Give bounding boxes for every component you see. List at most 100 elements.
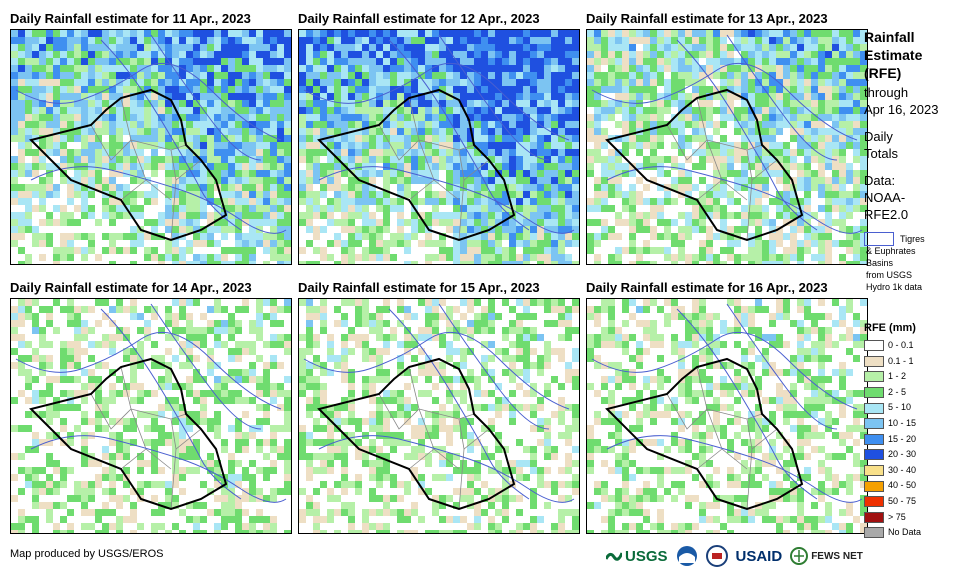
rainfall-cell bbox=[320, 205, 327, 212]
rainfall-cell bbox=[123, 481, 130, 488]
rainfall-cell bbox=[46, 362, 53, 369]
rainfall-cell bbox=[418, 439, 425, 446]
rainfall-cell bbox=[369, 467, 376, 474]
rainfall-cell bbox=[193, 233, 200, 240]
rainfall-cell bbox=[18, 51, 25, 58]
rainfall-cell bbox=[130, 247, 137, 254]
rainfall-cell bbox=[720, 177, 727, 184]
rainfall-cell bbox=[369, 460, 376, 467]
rainfall-cell bbox=[530, 163, 537, 170]
rainfall-cell bbox=[179, 156, 186, 163]
rainfall-cell bbox=[362, 205, 369, 212]
rainfall-cell bbox=[299, 177, 306, 184]
rainfall-cell bbox=[207, 72, 214, 79]
rainfall-cell bbox=[46, 121, 53, 128]
rainfall-cell bbox=[130, 205, 137, 212]
rainfall-cell bbox=[228, 488, 235, 495]
rainfall-cell bbox=[523, 306, 530, 313]
rainfall-cell bbox=[530, 233, 537, 240]
rainfall-cell bbox=[601, 30, 608, 37]
rainfall-cell bbox=[432, 142, 439, 149]
rainfall-cell bbox=[474, 142, 481, 149]
rainfall-cell bbox=[179, 198, 186, 205]
rainfall-cell bbox=[418, 44, 425, 51]
rainfall-cell bbox=[453, 163, 460, 170]
rainfall-cell bbox=[249, 51, 256, 58]
rainfall-cell bbox=[544, 320, 551, 327]
rainfall-cell bbox=[530, 86, 537, 93]
rainfall-cell bbox=[235, 247, 242, 254]
rainfall-cell bbox=[102, 37, 109, 44]
rainfall-cell bbox=[467, 261, 474, 264]
rainfall-cell bbox=[277, 93, 284, 100]
rainfall-cell bbox=[130, 418, 137, 425]
rainfall-cell bbox=[355, 100, 362, 107]
rainfall-cell bbox=[46, 163, 53, 170]
rainfall-cell bbox=[67, 495, 74, 502]
rainfall-cell bbox=[551, 93, 558, 100]
rainfall-cell bbox=[284, 51, 291, 58]
rainfall-cell bbox=[734, 37, 741, 44]
rainfall-cell bbox=[790, 121, 797, 128]
rainfall-cell bbox=[664, 65, 671, 72]
rainfall-cell bbox=[313, 142, 320, 149]
rainfall-cell bbox=[32, 100, 39, 107]
rainfall-cell bbox=[439, 425, 446, 432]
rainfall-cell bbox=[235, 79, 242, 86]
rainfall-cell bbox=[425, 240, 432, 247]
rainfall-cell bbox=[221, 114, 228, 121]
rainfall-cell bbox=[804, 72, 811, 79]
rainfall-cell bbox=[699, 163, 706, 170]
rainfall-cell bbox=[383, 149, 390, 156]
rainfall-cell bbox=[88, 72, 95, 79]
rainfall-cell bbox=[530, 135, 537, 142]
rainfall-cell bbox=[460, 58, 467, 65]
rainfall-cell bbox=[186, 362, 193, 369]
rainfall-cell bbox=[376, 397, 383, 404]
rainfall-cell bbox=[74, 51, 81, 58]
rainfall-cell bbox=[558, 306, 565, 313]
rainfall-cell bbox=[67, 184, 74, 191]
rainfall-cell bbox=[811, 93, 818, 100]
rainfall-cell bbox=[88, 327, 95, 334]
rainfall-cell bbox=[846, 51, 853, 58]
rainfall-cell bbox=[587, 72, 594, 79]
rainfall-cell bbox=[179, 530, 186, 533]
rainfall-cell bbox=[390, 149, 397, 156]
rainfall-cell bbox=[193, 502, 200, 509]
rainfall-cell bbox=[748, 58, 755, 65]
rainfall-cell bbox=[832, 37, 839, 44]
rainfall-cell bbox=[355, 198, 362, 205]
rainfall-cell bbox=[179, 135, 186, 142]
rainfall-cell bbox=[221, 30, 228, 37]
rainfall-cell bbox=[390, 170, 397, 177]
rainfall-cell bbox=[102, 51, 109, 58]
rainfall-cell bbox=[615, 30, 622, 37]
rainfall-cell bbox=[397, 439, 404, 446]
rainfall-cell bbox=[228, 205, 235, 212]
rainfall-cell bbox=[397, 107, 404, 114]
rainfall-cell bbox=[734, 86, 741, 93]
rainfall-cell bbox=[11, 37, 18, 44]
rainfall-cell bbox=[846, 170, 853, 177]
rainfall-cell bbox=[193, 453, 200, 460]
rainfall-cell bbox=[60, 114, 67, 121]
rainfall-cell bbox=[348, 226, 355, 233]
rainfall-cell bbox=[306, 411, 313, 418]
rainfall-cell bbox=[109, 184, 116, 191]
rainfall-cell bbox=[144, 51, 151, 58]
rainfall-cell bbox=[130, 170, 137, 177]
rainfall-cell bbox=[383, 254, 390, 261]
rainfall-cell bbox=[221, 79, 228, 86]
rainfall-cell bbox=[11, 313, 18, 320]
rainfall-cell bbox=[102, 467, 109, 474]
rainfall-cell bbox=[284, 299, 291, 306]
rainfall-cell bbox=[418, 107, 425, 114]
rainfall-cell bbox=[481, 79, 488, 86]
rainfall-cell bbox=[769, 226, 776, 233]
rainfall-cell bbox=[299, 453, 306, 460]
rainfall-cell bbox=[263, 79, 270, 86]
rainfall-cell bbox=[671, 93, 678, 100]
rainfall-cell bbox=[432, 198, 439, 205]
rainfall-cell bbox=[594, 100, 601, 107]
